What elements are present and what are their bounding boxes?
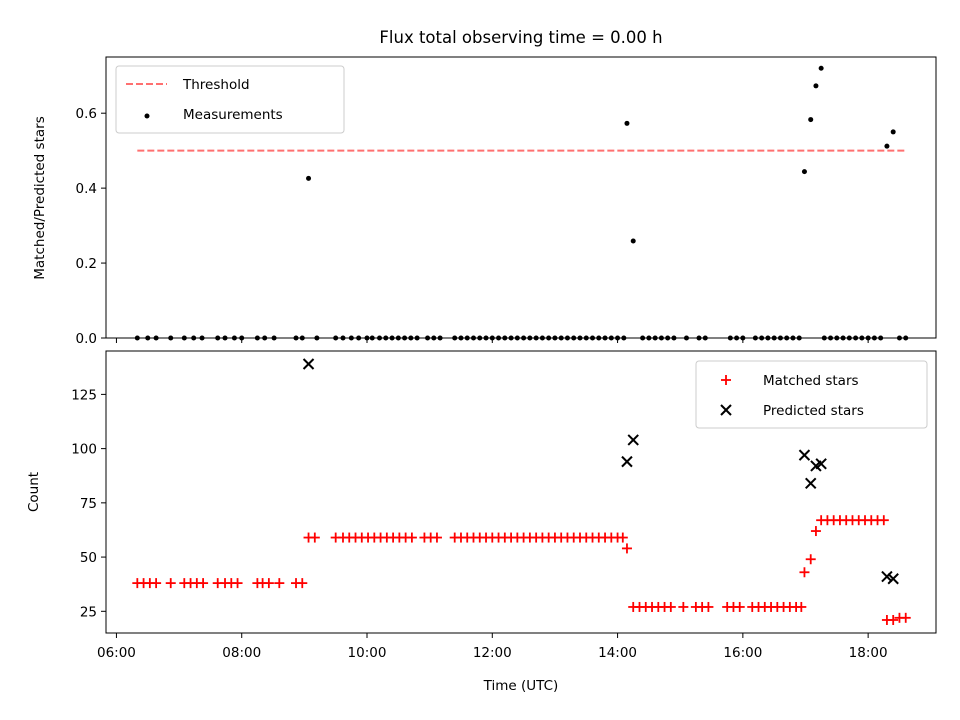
legend-predicted-swatch [720,404,732,416]
matched-star-marker [888,614,899,625]
top-y-tick-label: 0.6 [76,106,97,122]
bottom-y-tick-label: 100 [71,442,97,458]
predicted-star-marker [815,458,827,470]
bottom-panel: 25 50 75 100 125 06:00 08:00 10:00 12:00 14:00 16… [26,350,937,694]
matched-star-marker [878,515,889,526]
legend-plus-marker [721,375,731,385]
matched-star-marker [263,578,274,589]
x-tick-label: 16:00 [723,645,762,661]
bottom-y-tick-label: 125 [71,387,97,403]
bottom-y-tick-label: 25 [80,604,97,620]
measurement-point [801,169,807,175]
x-tick-label: 12:00 [473,645,512,661]
legend-matched-label: Matched stars [763,373,859,389]
bottom-legend-box [695,360,928,429]
top-panel-marks [134,65,909,341]
bottom-y-axis-label: Count [26,472,42,512]
matched-star-marker [274,578,285,589]
matched-star-marker [805,554,816,565]
predicted-star-marker [887,573,899,585]
top-panel: 0.0 0.2 0.4 0.6 Matched/Predicted stars Thr… [32,56,937,347]
x-tick-label: 14:00 [598,645,637,661]
top-y-axis-label: Matched/Predicted stars [32,116,48,279]
matched-star-marker [799,567,810,578]
measurement-point [808,117,814,123]
bottom-y-ticks: 25 50 75 100 125 [71,387,106,620]
predicted-star-marker [805,477,817,490]
measurement-point [630,238,636,244]
predicted-star-marker [798,449,811,461]
matched-star-marker [621,543,632,554]
bottom-y-tick-label: 75 [80,496,97,512]
top-y-tick-label: 0.2 [76,256,97,272]
top-x-ticks [115,338,869,343]
x-tick-label: 08:00 [222,645,261,661]
bottom-x-ticks: 06:00 08:00 10:00 12:00 14:00 16:00 18:00 [97,633,888,661]
matched-star-marker [165,578,176,589]
predicted-star-marker [302,358,315,370]
x-tick-label: 18:00 [849,645,888,661]
measurement-point [890,129,896,135]
measurement-point [813,83,819,89]
matched-star-marker [431,532,442,543]
measurement-point [624,120,630,126]
matched-star-marker [617,532,628,543]
predicted-star-marker [881,570,893,583]
legend-predicted-label: Predicted stars [763,403,864,419]
top-y-tick-label: 0.4 [76,181,97,197]
legend-measurements-swatch [144,113,150,119]
legend-measurements-label: Measurements [183,107,283,123]
matched-star-marker [665,601,676,612]
matched-star-marker [796,601,807,612]
top-legend: Threshold Measurements [115,65,345,134]
matched-star-marker [232,578,243,589]
matched-star-marker [734,601,745,612]
matched-star-marker [297,578,308,589]
predicted-star-marker [621,455,633,468]
bottom-panel-marks [132,358,911,625]
x-tick-label: 06:00 [97,645,136,661]
top-y-ticks: 0.0 0.2 0.4 0.6 [76,106,106,347]
top-y-tick-label: 0.0 [76,331,97,347]
matched-star-marker [900,612,911,623]
x-tick-label: 10:00 [348,645,387,661]
measurement-point [884,143,890,149]
bottom-y-tick-label: 50 [80,550,97,566]
matched-star-marker [406,532,417,543]
legend-matched-swatch [721,375,731,385]
top-axes-frame [105,56,937,339]
legend-threshold-label: Threshold [182,77,250,93]
chart-title: Flux total observing time = 0.00 h [379,28,662,47]
matched-star-marker [703,601,714,612]
bottom-axes-frame [105,350,937,634]
bottom-legend: Matched stars Predicted stars [695,360,928,429]
measurement-point [306,175,312,181]
top-legend-box [115,65,345,134]
matched-star-marker [198,578,209,589]
legend-cross-marker [720,404,732,416]
matched-star-marker [309,532,320,543]
matched-star-marker [678,601,689,612]
measurement-point [818,65,824,71]
matched-star-marker [151,578,162,589]
matched-star-marker [810,526,821,537]
predicted-star-marker [627,434,639,446]
x-axis-label: Time (UTC) [483,678,559,694]
